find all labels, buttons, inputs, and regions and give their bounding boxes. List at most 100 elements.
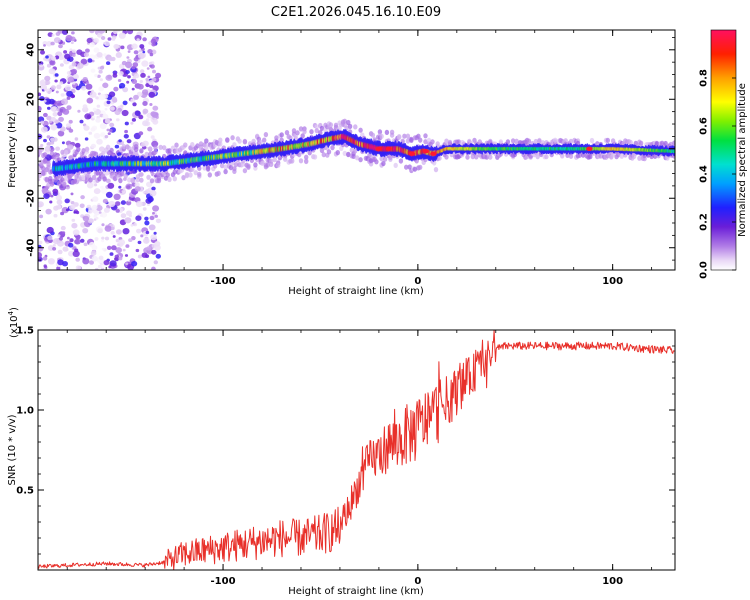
heat-speckle xyxy=(147,49,153,54)
heat-speckle xyxy=(149,61,153,65)
heat-speckle xyxy=(136,91,143,97)
heat-speckle xyxy=(127,50,131,53)
heat-halo xyxy=(409,137,414,143)
heat-halo xyxy=(672,140,675,146)
heat-speckle xyxy=(41,188,48,194)
heat-speckle xyxy=(151,249,157,255)
heat-halo xyxy=(300,133,305,139)
heat-halo xyxy=(433,167,439,173)
heat-speckle xyxy=(147,75,151,79)
heat-speckle xyxy=(55,90,59,94)
heat-speckle xyxy=(133,222,138,227)
heat-halo xyxy=(181,175,186,181)
heat-speckle xyxy=(96,138,103,145)
heat-speckle xyxy=(39,96,45,102)
heat-speckle xyxy=(90,250,97,256)
heat-speckle xyxy=(111,37,116,41)
heat-speckle xyxy=(89,30,95,34)
heat-halo xyxy=(330,145,335,151)
snr-background xyxy=(38,330,675,570)
heat-halo xyxy=(260,160,265,166)
heat-speckle xyxy=(38,202,41,207)
heat-speckle xyxy=(50,41,55,46)
heat-speckle xyxy=(100,36,106,40)
heat-speckle xyxy=(125,244,130,248)
heat-speckle xyxy=(89,241,95,248)
heat-speckle xyxy=(70,41,74,45)
heat-speckle xyxy=(95,216,99,220)
heat-speckle xyxy=(106,245,112,250)
heat-speckle xyxy=(105,191,113,198)
heat-speckle xyxy=(43,99,47,103)
heat-speckle xyxy=(87,218,94,224)
heat-halo xyxy=(346,151,351,157)
heat-speckle xyxy=(57,259,64,266)
heat-speckle xyxy=(50,85,57,90)
heat-speckle xyxy=(109,122,115,128)
heat-halo xyxy=(183,142,188,148)
heat-halo xyxy=(381,160,386,167)
heat-halo xyxy=(298,126,304,132)
heat-halo xyxy=(120,171,125,177)
heat-speckle xyxy=(44,98,52,105)
heat-speckle xyxy=(49,200,53,204)
heat-speckle xyxy=(100,133,104,137)
heat-halo xyxy=(342,118,347,124)
heat-halo xyxy=(423,139,428,145)
heat-speckle xyxy=(43,112,48,118)
heat-halo xyxy=(49,181,55,187)
heat-speckle xyxy=(89,91,97,98)
x-tick-label: 0 xyxy=(414,276,421,287)
heat-speckle xyxy=(146,67,150,70)
heat-speckle xyxy=(60,225,66,231)
heat-halo xyxy=(148,146,153,152)
heat-speckle xyxy=(43,44,46,47)
heat-halo xyxy=(377,129,383,135)
y-tick-label: 0 xyxy=(26,145,37,152)
heat-speckle xyxy=(56,266,61,270)
heat-speckle xyxy=(86,37,93,44)
heat-halo xyxy=(121,144,127,150)
heat-speckle xyxy=(137,254,142,259)
heat-halo xyxy=(190,142,195,148)
heat-speckle xyxy=(95,96,99,100)
heat-speckle xyxy=(107,182,115,189)
heat-speckle xyxy=(109,106,115,111)
heat-speckle xyxy=(74,238,81,245)
heat-speckle xyxy=(47,32,53,37)
heat-speckle xyxy=(149,215,155,221)
heat-speckle xyxy=(43,264,47,268)
heat-speckle xyxy=(133,94,139,100)
heat-speckle xyxy=(150,135,155,139)
heat-speckle xyxy=(68,250,75,257)
heat-speckle xyxy=(113,86,119,92)
heat-speckle xyxy=(89,42,95,48)
heat-halo xyxy=(283,156,288,162)
heat-speckle xyxy=(119,82,126,89)
heat-speckle xyxy=(70,192,74,196)
heat-halo xyxy=(174,142,179,148)
heat-halo xyxy=(465,154,470,160)
heat-speckle xyxy=(130,98,136,103)
heat-halo xyxy=(358,157,363,163)
heat-halo xyxy=(60,149,65,155)
heat-speckle xyxy=(120,213,127,219)
heat-halo xyxy=(218,141,223,147)
heat-hotspot xyxy=(385,146,392,151)
heat-hotspot xyxy=(430,151,437,156)
heat-hotspot xyxy=(422,149,429,154)
heat-halo xyxy=(276,162,281,168)
heat-speckle xyxy=(75,210,80,215)
heat-speckle xyxy=(54,73,59,77)
heat-speckle xyxy=(118,256,123,261)
heat-speckle xyxy=(57,249,63,255)
x-tick-label: -100 xyxy=(211,276,236,287)
heat-halo xyxy=(263,132,269,138)
x-tick-label: -100 xyxy=(211,576,236,587)
heat-halo xyxy=(430,139,435,145)
heat-speckle xyxy=(41,79,45,82)
heat-speckle xyxy=(102,198,108,204)
heat-halo xyxy=(63,149,69,156)
heat-speckle xyxy=(56,199,63,205)
heat-speckle xyxy=(144,220,150,226)
